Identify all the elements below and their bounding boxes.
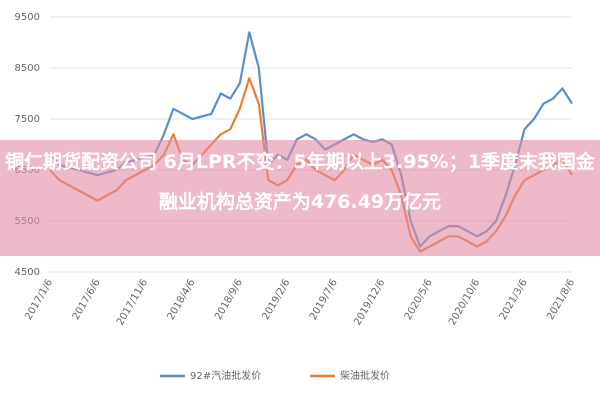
legend-label: 柴油批发价 [340, 369, 390, 382]
x-tick-label: 2018/9/6 [213, 278, 245, 322]
y-tick-label: 4500 [15, 267, 40, 278]
x-tick-label: 2019/12/6 [352, 278, 387, 328]
y-tick-label: 8500 [15, 63, 40, 74]
x-tick-label: 2017/6/6 [71, 278, 103, 322]
legend-label: 92#汽油批发价 [190, 369, 261, 382]
x-tick-label: 2017/11/6 [115, 278, 150, 328]
x-tick-label: 2020/10/6 [447, 278, 482, 328]
overlay-banner: 铜仁期货配资公司 6月LPR不变：5年期以上3.95%；1季度末我国金融业机构总… [0, 140, 600, 256]
x-tick-label: 2018/4/6 [166, 278, 198, 322]
x-tick-label: 2021/8/6 [545, 278, 577, 322]
y-tick-label: 9500 [15, 12, 40, 23]
x-tick-label: 2017/1/6 [23, 278, 55, 322]
y-tick-label: 7500 [15, 114, 40, 125]
x-tick-label: 2019/2/6 [260, 278, 292, 322]
x-tick-label: 2020/5/6 [403, 278, 435, 322]
x-tick-label: 2019/7/6 [308, 278, 340, 322]
x-tick-label: 2021/3/6 [498, 278, 530, 322]
